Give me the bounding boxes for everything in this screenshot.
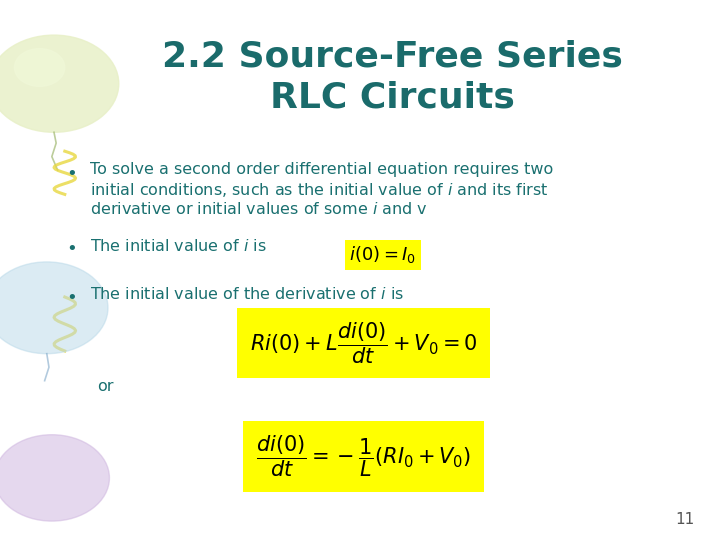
Text: •: •: [67, 165, 77, 183]
Text: To solve a second order differential equation requires two: To solve a second order differential equ…: [90, 162, 553, 177]
Text: $Ri(0) + L\dfrac{di(0)}{dt} + V_0 = 0$: $Ri(0) + L\dfrac{di(0)}{dt} + V_0 = 0$: [250, 320, 477, 366]
Text: The initial value of $i$ is: The initial value of $i$ is: [90, 238, 266, 254]
Text: The initial value of the derivative of $i$ is: The initial value of the derivative of $…: [90, 286, 404, 302]
Circle shape: [0, 35, 119, 132]
Text: derivative or initial values of some $i$ and v: derivative or initial values of some $i$…: [90, 201, 428, 217]
Circle shape: [14, 49, 65, 86]
Circle shape: [0, 262, 108, 354]
Text: RLC Circuits: RLC Circuits: [270, 80, 515, 114]
Text: $i(0) = I_0$: $i(0) = I_0$: [349, 244, 416, 265]
Text: initial conditions, such as the initial value of $i$ and its first: initial conditions, such as the initial …: [90, 181, 549, 199]
Text: •: •: [67, 240, 77, 258]
Text: $\dfrac{di(0)}{dt} = -\dfrac{1}{L}(RI_0 + V_0)$: $\dfrac{di(0)}{dt} = -\dfrac{1}{L}(RI_0 …: [256, 434, 471, 479]
Circle shape: [0, 435, 109, 521]
Text: or: or: [97, 379, 114, 394]
Text: 11: 11: [675, 511, 695, 526]
Text: 2.2 Source-Free Series: 2.2 Source-Free Series: [162, 40, 623, 73]
Text: •: •: [67, 289, 77, 307]
